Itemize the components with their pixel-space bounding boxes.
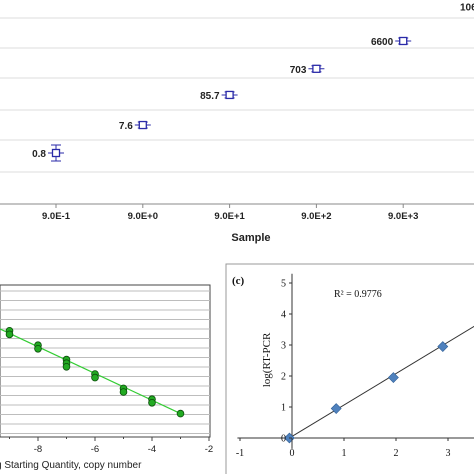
data-point-marker (119, 388, 128, 396)
data-point-marker (399, 36, 408, 46)
chart-top-frame (0, 0, 474, 205)
data-label: 85.7 (200, 91, 220, 102)
x-tick-label: 3 (446, 448, 451, 459)
chart-bottom-left-trend-line (0, 328, 181, 415)
y-tick-label: 5 (281, 279, 286, 290)
chart-top-x-tick-labels: 9.0E-19.0E+09.0E+19.0E+29.0E+39 (42, 204, 418, 222)
data-point-marker (312, 64, 321, 73)
chart-bottom-right-y-axis-title: log(RT-PCR (261, 332, 273, 387)
x-tick-label: -2 (205, 444, 213, 455)
data-point-marker (51, 148, 61, 158)
x-tick-label: -4 (148, 444, 156, 455)
chart-bottom-right-marks (283, 341, 449, 444)
x-tick-label: 9.0E-1 (42, 211, 71, 222)
data-point-marker (225, 90, 234, 100)
y-tick-label: 2 (281, 372, 286, 383)
data-point-marker (34, 344, 42, 353)
data-label: 10600 (460, 3, 474, 14)
x-tick-label: 1 (342, 448, 347, 459)
x-tick-label: -1 (236, 448, 244, 459)
chart-bottom-right-frame (225, 263, 474, 474)
data-point-marker (148, 398, 156, 407)
y-tick-label: 3 (281, 341, 286, 352)
data-point-marker (437, 341, 449, 352)
chart-top: 0.8 7.6 85.7 703 6600 10600 9.0E-1 9.0E+0 9.0E+… (0, 0, 474, 244)
trend-line (286, 325, 474, 440)
chart-bottom-left: -8 -6 -4 -2 g Starting Quantity, copy numbe… (0, 284, 213, 471)
chart-bottom-left-x-axis-title: g Starting Quantity, copy number (0, 460, 142, 471)
chart-top-gridlines (0, 17, 474, 173)
x-tick-label: 9.0E+1 (214, 211, 245, 222)
x-tick-label: 9.0E+3 (388, 211, 418, 222)
data-label: 0.8 (32, 149, 46, 160)
chart-top-x-axis-title: Sample (231, 232, 270, 244)
x-tick-label: -6 (91, 444, 99, 455)
data-point-marker (330, 403, 342, 414)
y-tick-label: 4 (281, 310, 286, 321)
trend-line (0, 328, 181, 415)
x-tick-label: 9.0E+0 (128, 211, 158, 222)
chart-bottom-right: (c) log(RT-PCR R² = 0.9776 -1 0 1 2 3 0 1 2 3 4 5 (225, 263, 474, 474)
chart-bottom-right-panel-label: (c) (232, 275, 245, 287)
x-tick-label: 9.0E+2 (301, 211, 331, 222)
x-tick-label: -8 (34, 444, 42, 455)
y-tick-label: 1 (281, 403, 286, 414)
chart-bottom-right-x-tick-labels: -1 0 1 2 3 (236, 438, 451, 459)
chart-bottom-left-gridlines (0, 290, 210, 434)
chart-bottom-left-marks (5, 326, 185, 418)
chart-bottom-right-axes (237, 273, 474, 449)
chart-bottom-right-r-squared-annotation: R² = 0.9776 (334, 289, 382, 300)
y-tick-label: 0 (281, 434, 286, 445)
chart-bottom-left-x-tick-labels: -8 -6 -4 -2 (9, 437, 213, 455)
data-point-marker (176, 409, 185, 418)
chart-top-marks: 0.8 7.6 85.7 703 6600 10600 (32, 3, 474, 162)
data-label: 7.6 (119, 121, 133, 132)
data-point-marker (91, 373, 99, 382)
x-tick-label: 0 (290, 448, 295, 459)
data-label: 6600 (371, 37, 394, 48)
data-point-marker (387, 372, 399, 383)
data-point-marker (5, 330, 14, 339)
x-tick-label: 2 (394, 448, 399, 459)
data-point-marker (62, 362, 71, 371)
data-label: 703 (290, 65, 307, 76)
chart-bottom-right-y-tick-labels: 0 1 2 3 4 5 (281, 279, 292, 445)
data-point-marker (138, 120, 147, 130)
chart-bottom-right-trend-line (286, 325, 474, 440)
